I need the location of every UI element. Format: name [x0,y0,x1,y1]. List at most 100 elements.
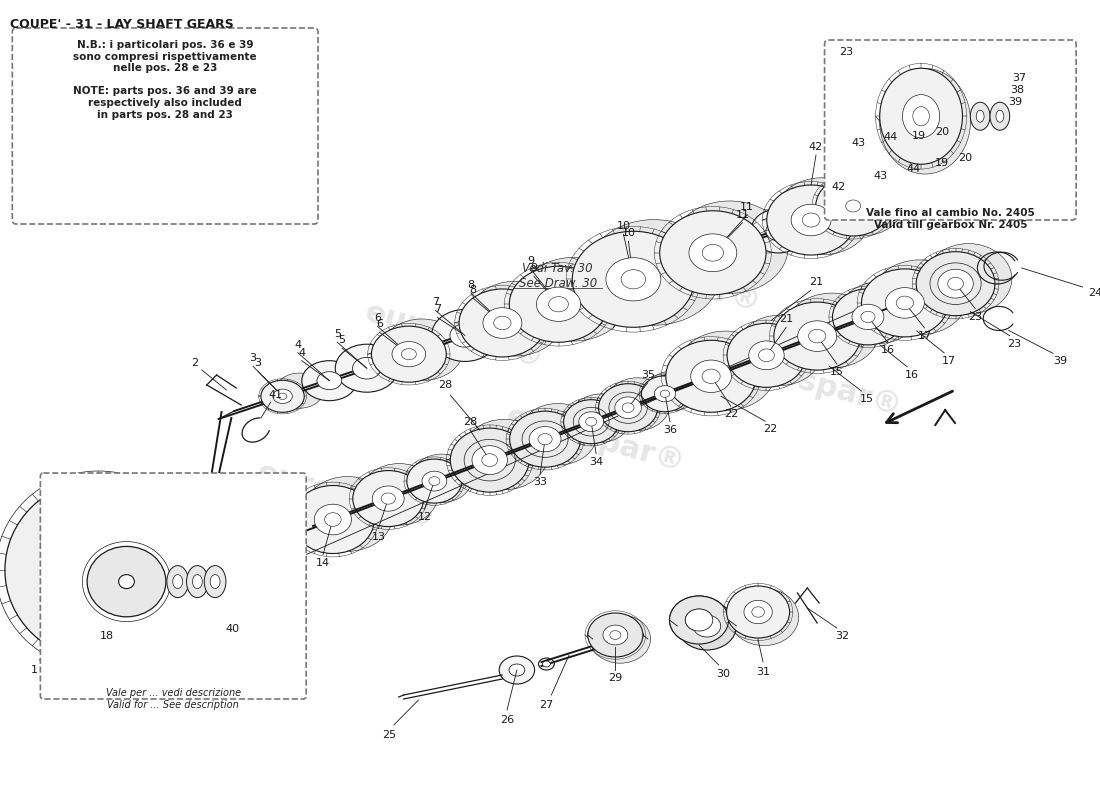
Text: 25: 25 [382,730,396,740]
Ellipse shape [598,384,658,432]
Ellipse shape [431,310,498,362]
Ellipse shape [91,621,106,634]
Ellipse shape [749,341,784,370]
Ellipse shape [670,596,728,644]
Ellipse shape [880,69,970,174]
Text: 43: 43 [851,138,866,148]
Ellipse shape [499,656,535,684]
Ellipse shape [660,390,670,398]
Ellipse shape [930,172,945,184]
Text: 36: 36 [663,425,676,434]
Ellipse shape [494,316,512,330]
Text: 9: 9 [527,256,535,266]
Ellipse shape [519,258,628,341]
Text: 19: 19 [935,158,948,168]
Ellipse shape [422,471,447,491]
Ellipse shape [976,110,984,122]
Text: 1: 1 [31,665,38,675]
Ellipse shape [143,535,156,548]
Ellipse shape [324,513,341,526]
Ellipse shape [301,361,356,401]
Ellipse shape [402,349,416,360]
Ellipse shape [278,393,287,399]
Ellipse shape [767,185,856,255]
Ellipse shape [872,184,899,206]
Ellipse shape [459,289,546,357]
Ellipse shape [572,231,694,327]
Text: 16: 16 [905,370,920,380]
Text: 7: 7 [433,305,441,314]
Ellipse shape [609,630,620,639]
Text: 19: 19 [912,130,926,141]
Ellipse shape [192,574,202,589]
Text: 4: 4 [298,348,306,358]
Ellipse shape [774,302,860,370]
Ellipse shape [702,244,724,261]
Ellipse shape [727,586,790,638]
Ellipse shape [173,574,183,589]
Text: 18: 18 [100,630,114,641]
Text: 11: 11 [740,202,755,212]
Ellipse shape [590,614,650,663]
Text: 23: 23 [839,47,854,57]
Ellipse shape [472,446,507,474]
FancyBboxPatch shape [825,40,1076,220]
FancyBboxPatch shape [41,473,306,699]
Text: 2: 2 [191,358,198,368]
Ellipse shape [916,252,996,316]
Ellipse shape [353,470,424,526]
Text: 10: 10 [616,222,630,231]
Text: 28: 28 [463,417,477,427]
Text: 20: 20 [958,153,972,163]
Text: 8: 8 [468,280,474,290]
Text: 43: 43 [873,171,888,181]
Ellipse shape [468,282,563,356]
Ellipse shape [587,624,642,646]
Ellipse shape [276,373,323,408]
Ellipse shape [509,266,607,342]
Text: 32: 32 [835,631,849,641]
Ellipse shape [570,394,630,442]
Text: 16: 16 [881,345,894,355]
Ellipse shape [605,378,670,430]
Text: 8: 8 [470,285,476,295]
Text: 23: 23 [1008,338,1022,349]
Text: 5: 5 [333,330,341,339]
Ellipse shape [91,506,106,519]
Text: 26: 26 [500,715,514,725]
Ellipse shape [691,360,732,393]
Ellipse shape [392,342,426,366]
Text: Vale per ... vedi descrizione
Valid for ... See description: Vale per ... vedi descrizione Valid for … [106,688,241,710]
Text: 13: 13 [372,531,385,542]
Ellipse shape [41,535,54,548]
Text: 33: 33 [534,477,547,487]
Ellipse shape [685,609,713,631]
Text: 15: 15 [829,367,844,377]
Ellipse shape [89,562,108,578]
Ellipse shape [693,615,720,637]
Ellipse shape [603,625,628,645]
Ellipse shape [143,592,156,605]
Text: 38: 38 [1011,86,1024,95]
Ellipse shape [317,372,342,390]
Text: 17: 17 [917,331,932,341]
Ellipse shape [852,304,884,330]
Ellipse shape [529,426,561,452]
Ellipse shape [381,493,395,504]
Text: 27: 27 [539,700,553,710]
Ellipse shape [857,171,915,219]
Ellipse shape [660,210,766,294]
Ellipse shape [606,258,661,301]
Ellipse shape [872,260,967,334]
Ellipse shape [676,331,776,410]
Text: 23: 23 [968,312,982,322]
Text: 12: 12 [418,512,431,522]
Text: N.B.: i particolari pos. 36 e 39
sono compresi rispettivamente
nelle pos. 28 e 2: N.B.: i particolari pos. 36 e 39 sono co… [74,40,257,119]
Ellipse shape [585,418,596,426]
Ellipse shape [751,606,764,618]
Ellipse shape [586,220,722,326]
Text: 3: 3 [250,354,256,363]
Text: 34: 34 [588,457,603,466]
Ellipse shape [808,330,826,343]
Text: eurospar®: eurospar® [719,346,905,422]
